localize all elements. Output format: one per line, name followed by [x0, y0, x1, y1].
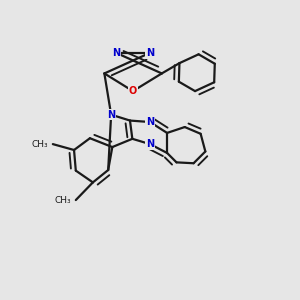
Text: N: N [146, 139, 154, 149]
Text: CH₃: CH₃ [55, 196, 71, 205]
Text: N: N [107, 110, 115, 120]
Text: O: O [129, 86, 137, 96]
Text: N: N [146, 117, 154, 127]
Text: N: N [112, 48, 120, 58]
Text: CH₃: CH₃ [32, 140, 48, 148]
Text: N: N [146, 48, 154, 58]
